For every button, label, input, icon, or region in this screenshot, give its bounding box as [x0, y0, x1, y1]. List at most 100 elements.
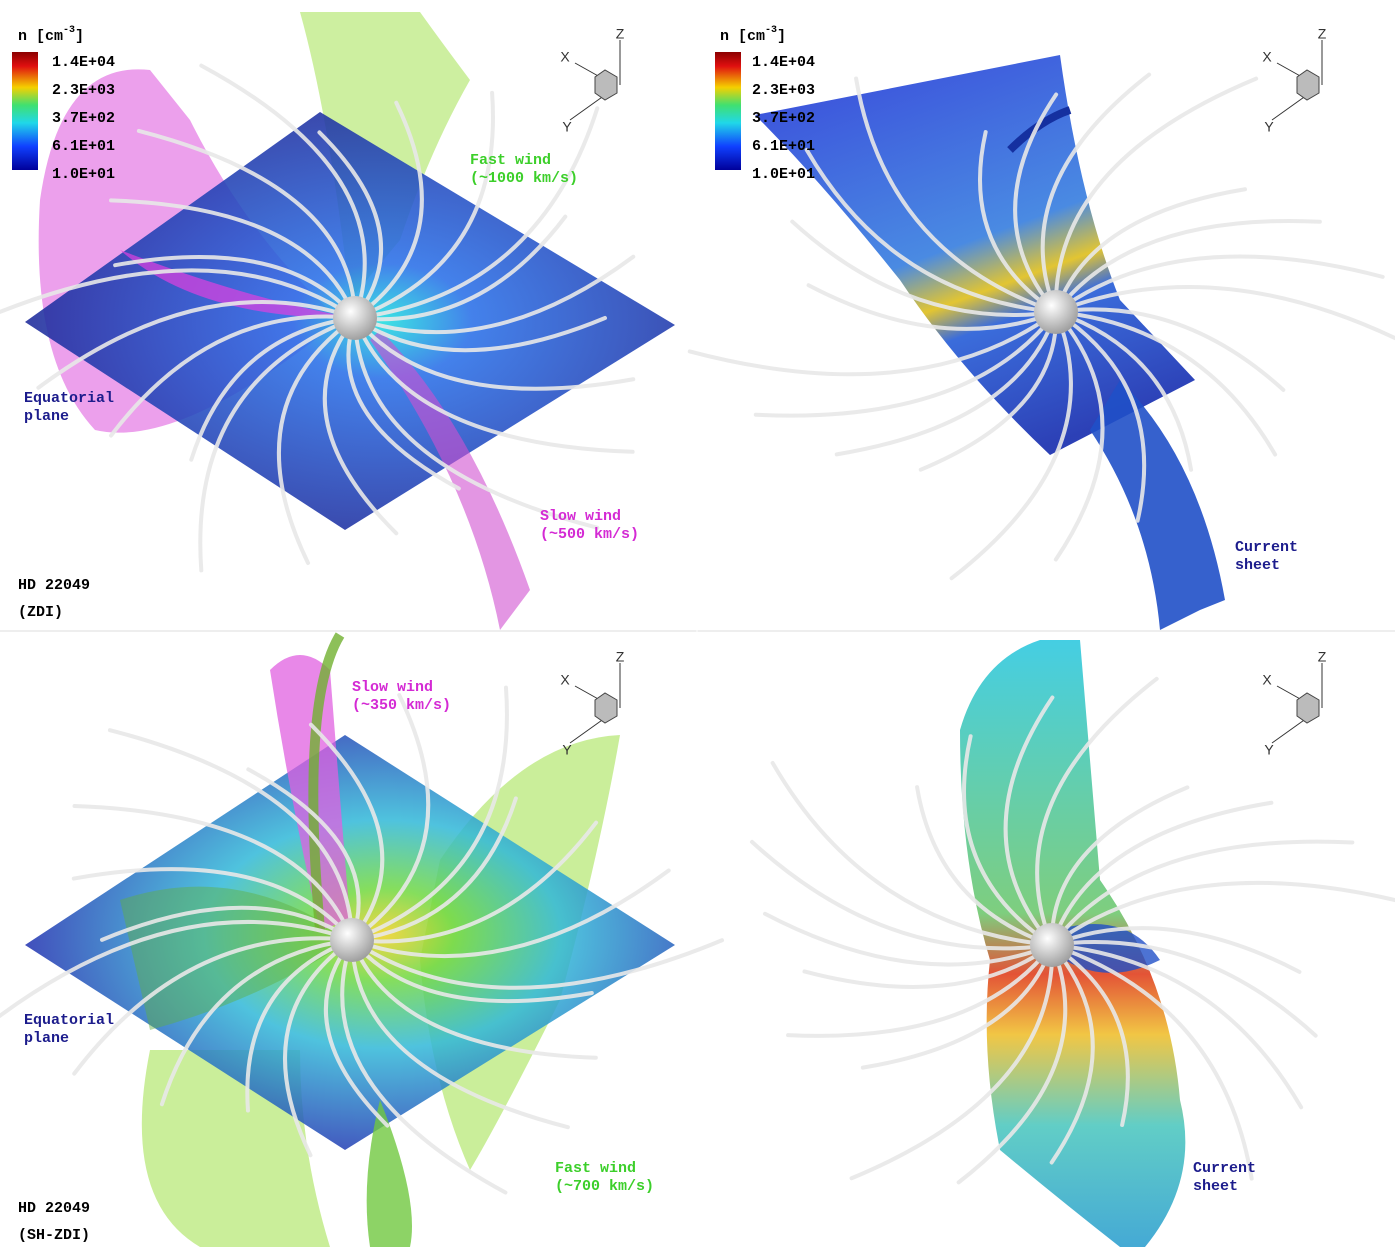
field-line: [346, 316, 461, 491]
field-line: [1054, 310, 1194, 472]
field-line: [849, 943, 1055, 1181]
field-line: [1054, 285, 1395, 341]
colorbar-title: n [cm-3]: [720, 25, 786, 45]
annotation: Fast wind: [555, 1160, 636, 1177]
field-line: [786, 943, 1054, 1038]
axis-cube: [1296, 692, 1320, 724]
field-line: [109, 314, 357, 438]
field-line: [749, 839, 1054, 951]
axis-line: [569, 94, 606, 121]
annotation: Equatorial: [24, 390, 114, 407]
field-line: [687, 310, 1058, 377]
field-line: [350, 938, 598, 1060]
field-line: [1050, 943, 1130, 1127]
axis-label: Y: [1264, 119, 1274, 135]
field-line: [1050, 926, 1302, 974]
axis-label: Y: [562, 119, 572, 135]
star-label: HD 22049: [18, 577, 90, 594]
colorbar: [12, 52, 38, 170]
field-line: [353, 316, 607, 353]
field-line: [918, 310, 1059, 472]
axis-label: Z: [616, 649, 625, 665]
field-line: [1054, 307, 1286, 392]
field-line: [1054, 254, 1385, 314]
annotation: sheet: [1235, 557, 1280, 574]
field-line: [113, 255, 357, 320]
star-label: (SH-ZDI): [18, 1227, 90, 1244]
field-line: [353, 316, 635, 454]
colorbar-label: 1.0E+01: [52, 166, 115, 183]
field-line: [72, 804, 354, 942]
field-line: [276, 316, 357, 565]
annotation: (~350 km/s): [352, 697, 451, 714]
axis-label: Z: [1318, 26, 1327, 42]
annotation: Slow wind: [540, 508, 621, 525]
field-line: [350, 868, 671, 959]
axis-line: [574, 62, 601, 78]
colorbar-label: 2.3E+03: [752, 82, 815, 99]
field-line: [353, 316, 600, 530]
field-line: [353, 106, 600, 320]
field-line: [1050, 943, 1304, 1110]
axis-label: X: [560, 672, 570, 688]
field-line: [36, 299, 357, 390]
field-line: [860, 943, 1054, 1070]
field-lines: [0, 63, 1395, 1195]
field-line: [770, 761, 1054, 947]
field-line: [1050, 880, 1395, 947]
field-line: [109, 198, 357, 320]
field-line: [978, 130, 1058, 314]
field-line: [1040, 72, 1152, 314]
field-line: [353, 254, 636, 335]
field-line: [198, 316, 357, 573]
field-line: [350, 693, 431, 942]
colorbar-title: n [cm-3]: [18, 25, 84, 45]
axis-cube: [594, 692, 618, 724]
field-line: [353, 90, 495, 320]
axis-line: [1276, 685, 1303, 701]
star-label: (ZDI): [18, 604, 63, 621]
field-line: [1035, 676, 1159, 947]
field-line: [317, 130, 383, 320]
field-line: [790, 219, 1058, 317]
axis-line: [569, 717, 606, 744]
field-line: [71, 867, 354, 942]
annotation: Slow wind: [352, 679, 433, 696]
field-line: [245, 938, 354, 1113]
field-line: [353, 214, 568, 322]
field-line: [1053, 76, 1259, 314]
colorbar-label: 6.1E+01: [752, 138, 815, 155]
field-line: [100, 905, 354, 942]
axis-label: Y: [1264, 742, 1274, 758]
field-line: [1054, 310, 1147, 523]
field-line: [340, 938, 508, 1195]
field-line: [1050, 940, 1318, 1038]
field-line: [1054, 187, 1247, 314]
annotation: Equatorial: [24, 1012, 114, 1029]
field-line: [199, 63, 367, 320]
axis-line: [1276, 62, 1303, 78]
colorbar-label: 6.1E+01: [52, 138, 115, 155]
field-line: [915, 785, 1054, 947]
axis-label: Z: [616, 26, 625, 42]
field-line: [283, 938, 354, 1158]
colorbar-label: 3.7E+02: [52, 110, 115, 127]
axis-cube: [1296, 69, 1320, 101]
field-line: [753, 310, 1058, 418]
field-line: [350, 938, 594, 1004]
field-line: [949, 310, 1073, 581]
annotation: Current: [1235, 539, 1298, 556]
field-line: [1049, 943, 1095, 1165]
field-line: [1050, 839, 1355, 947]
field-line: [136, 128, 357, 320]
field-line: [962, 734, 1054, 947]
star: [330, 918, 374, 962]
star: [1030, 923, 1074, 967]
field-line: [350, 820, 599, 944]
field-line: [189, 316, 357, 462]
annotation: (~1000 km/s): [470, 170, 578, 187]
field-line: [802, 943, 1054, 989]
field-line: [956, 943, 1068, 1185]
field-line: [72, 936, 354, 1076]
axis-label: X: [1262, 49, 1272, 65]
